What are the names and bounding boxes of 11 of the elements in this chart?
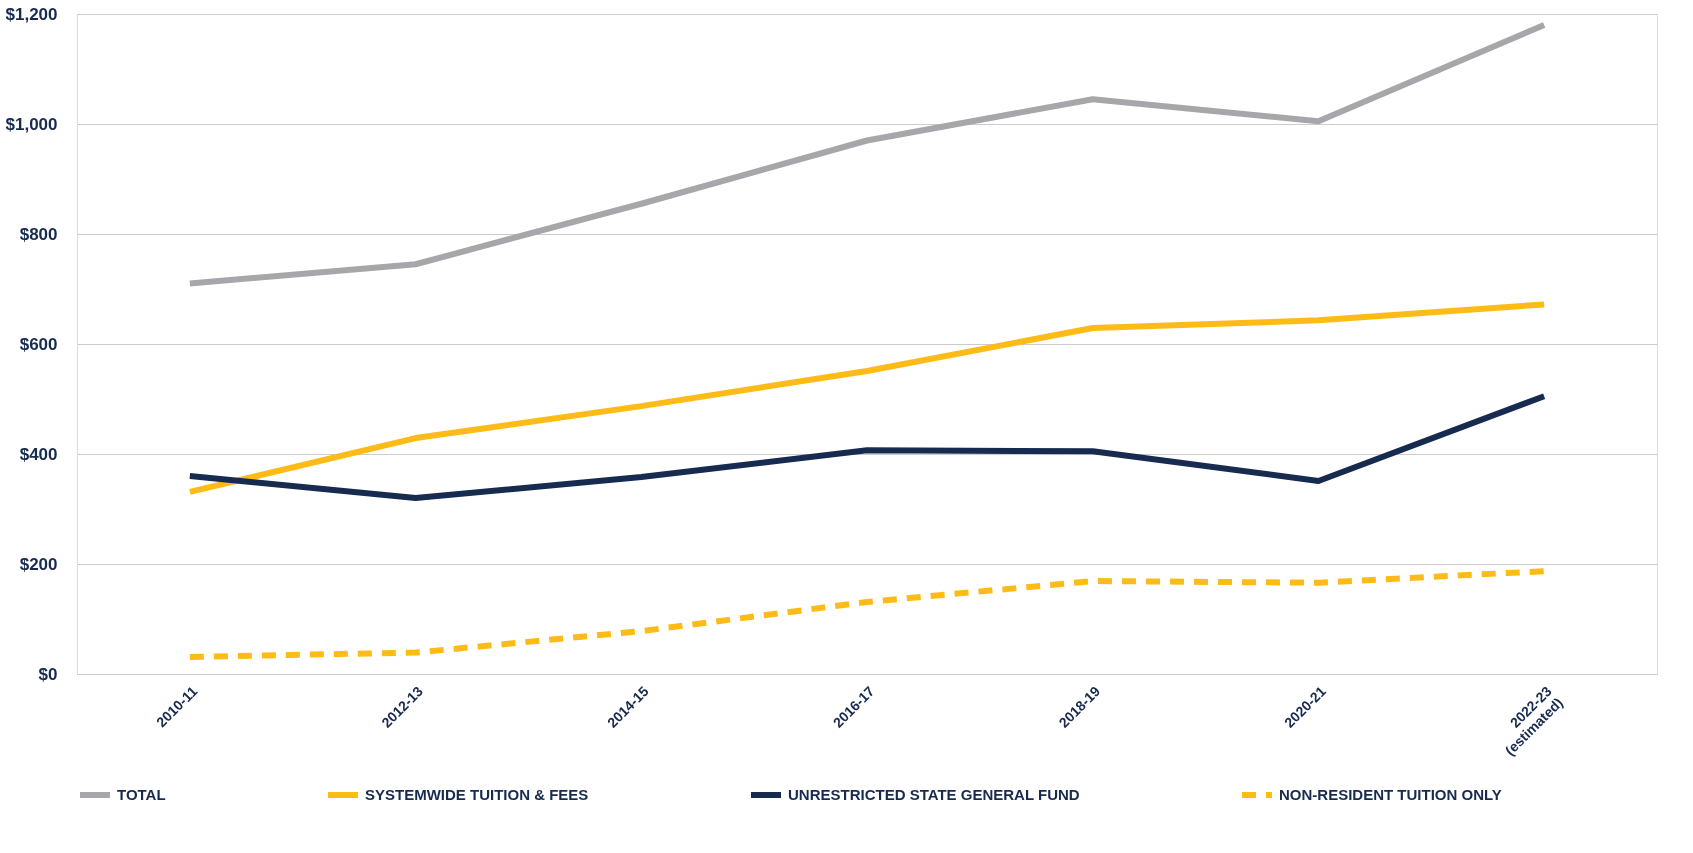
legend-label: SYSTEMWIDE TUITION & FEES (365, 786, 589, 803)
legend-label: NON-RESIDENT TUITION ONLY (1279, 786, 1502, 803)
legend-label: UNRESTRICTED STATE GENERAL FUND (788, 786, 1080, 803)
y-tick-label: $1,000 (5, 114, 58, 134)
y-tick-label: $800 (19, 224, 58, 244)
y-tick-label: $0 (38, 664, 58, 684)
y-tick-label: $600 (19, 334, 58, 354)
y-tick-label: $200 (19, 554, 58, 574)
y-tick-label: $400 (19, 444, 58, 464)
legend-label: TOTAL (117, 786, 166, 803)
y-tick-label: $1,200 (5, 4, 58, 24)
